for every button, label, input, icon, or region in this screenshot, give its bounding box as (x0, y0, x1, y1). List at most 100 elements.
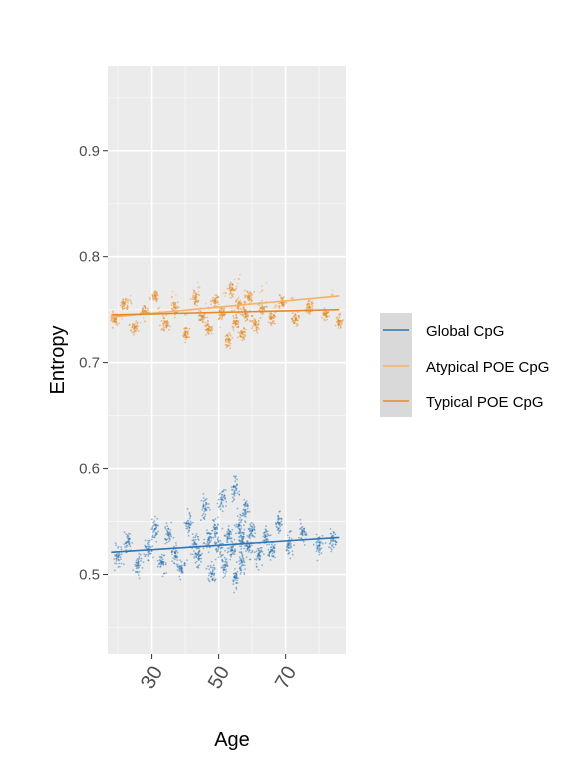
data-point (269, 534, 272, 537)
data-point (118, 322, 120, 325)
data-point (132, 569, 135, 571)
data-point (243, 505, 246, 508)
data-point (245, 505, 248, 507)
y-axis-title: Entropy (47, 326, 69, 395)
data-point (213, 304, 216, 307)
data-point (323, 313, 326, 316)
data-point (241, 554, 244, 557)
data-point (124, 299, 127, 302)
data-point (237, 306, 239, 309)
data-point (204, 509, 207, 512)
data-point (222, 571, 225, 574)
data-point (226, 531, 229, 533)
data-point (244, 502, 247, 504)
data-point (123, 543, 126, 545)
data-point (168, 328, 170, 331)
data-point (230, 486, 233, 488)
data-point (239, 573, 242, 575)
data-point (184, 327, 186, 329)
data-point (144, 555, 147, 558)
data-point (154, 515, 156, 518)
data-point (242, 509, 245, 511)
y-tick-label: 0.5 (79, 567, 100, 584)
data-point (173, 562, 176, 565)
data-point (273, 551, 276, 554)
data-point (229, 285, 232, 288)
data-point (200, 560, 202, 563)
data-point (192, 294, 195, 296)
data-point (311, 305, 314, 308)
data-point (280, 299, 283, 301)
data-point (126, 308, 128, 311)
data-point (266, 543, 268, 546)
data-point (164, 562, 167, 564)
data-point (178, 306, 180, 309)
data-point (192, 536, 195, 539)
data-point (152, 536, 154, 538)
data-point (208, 580, 211, 583)
data-point (129, 533, 132, 535)
data-point (206, 531, 208, 534)
data-point (262, 535, 265, 538)
data-point (210, 326, 213, 329)
data-point (278, 523, 281, 526)
data-point (124, 546, 126, 548)
data-point (197, 315, 200, 317)
data-point (135, 565, 137, 568)
data-point (194, 534, 197, 537)
data-point (309, 313, 311, 315)
data-point (201, 552, 203, 555)
data-point (197, 547, 200, 549)
data-point (198, 557, 201, 560)
data-point (187, 531, 190, 534)
data-point (133, 325, 136, 328)
data-point (156, 294, 158, 297)
data-point (155, 527, 158, 530)
data-point (142, 561, 145, 564)
data-point (221, 510, 224, 512)
data-point (174, 294, 177, 296)
data-point (196, 301, 199, 303)
trend-line (111, 308, 340, 316)
data-point (161, 327, 164, 330)
data-point (203, 510, 206, 513)
data-point (259, 291, 261, 294)
data-point (232, 580, 235, 583)
data-point (239, 307, 242, 310)
data-point (161, 575, 164, 578)
y-tick-label: 0.6 (79, 461, 100, 478)
data-point (299, 527, 302, 530)
data-point (196, 554, 199, 556)
data-point (282, 302, 285, 304)
data-point (213, 297, 216, 300)
data-point (244, 521, 247, 523)
data-point (232, 289, 235, 292)
data-point (198, 564, 201, 566)
data-point (229, 333, 231, 336)
data-point (202, 516, 205, 519)
data-point (249, 319, 252, 322)
data-point (179, 559, 182, 561)
data-point (245, 309, 248, 311)
data-point (264, 528, 267, 530)
data-point (221, 554, 223, 557)
data-point (231, 528, 234, 531)
data-point (184, 314, 187, 316)
data-point (235, 314, 238, 317)
data-point (208, 568, 211, 571)
data-point (272, 317, 275, 319)
data-point (235, 525, 237, 528)
data-point (240, 571, 242, 574)
data-point (145, 547, 148, 550)
data-point (151, 534, 154, 537)
data-point (187, 330, 189, 332)
data-point (229, 342, 232, 345)
data-point (239, 557, 242, 560)
data-point (240, 541, 243, 543)
data-point (214, 528, 216, 531)
data-point (248, 290, 251, 293)
data-point (242, 514, 245, 516)
data-point (219, 508, 222, 511)
data-point (120, 302, 123, 304)
data-point (221, 491, 223, 493)
